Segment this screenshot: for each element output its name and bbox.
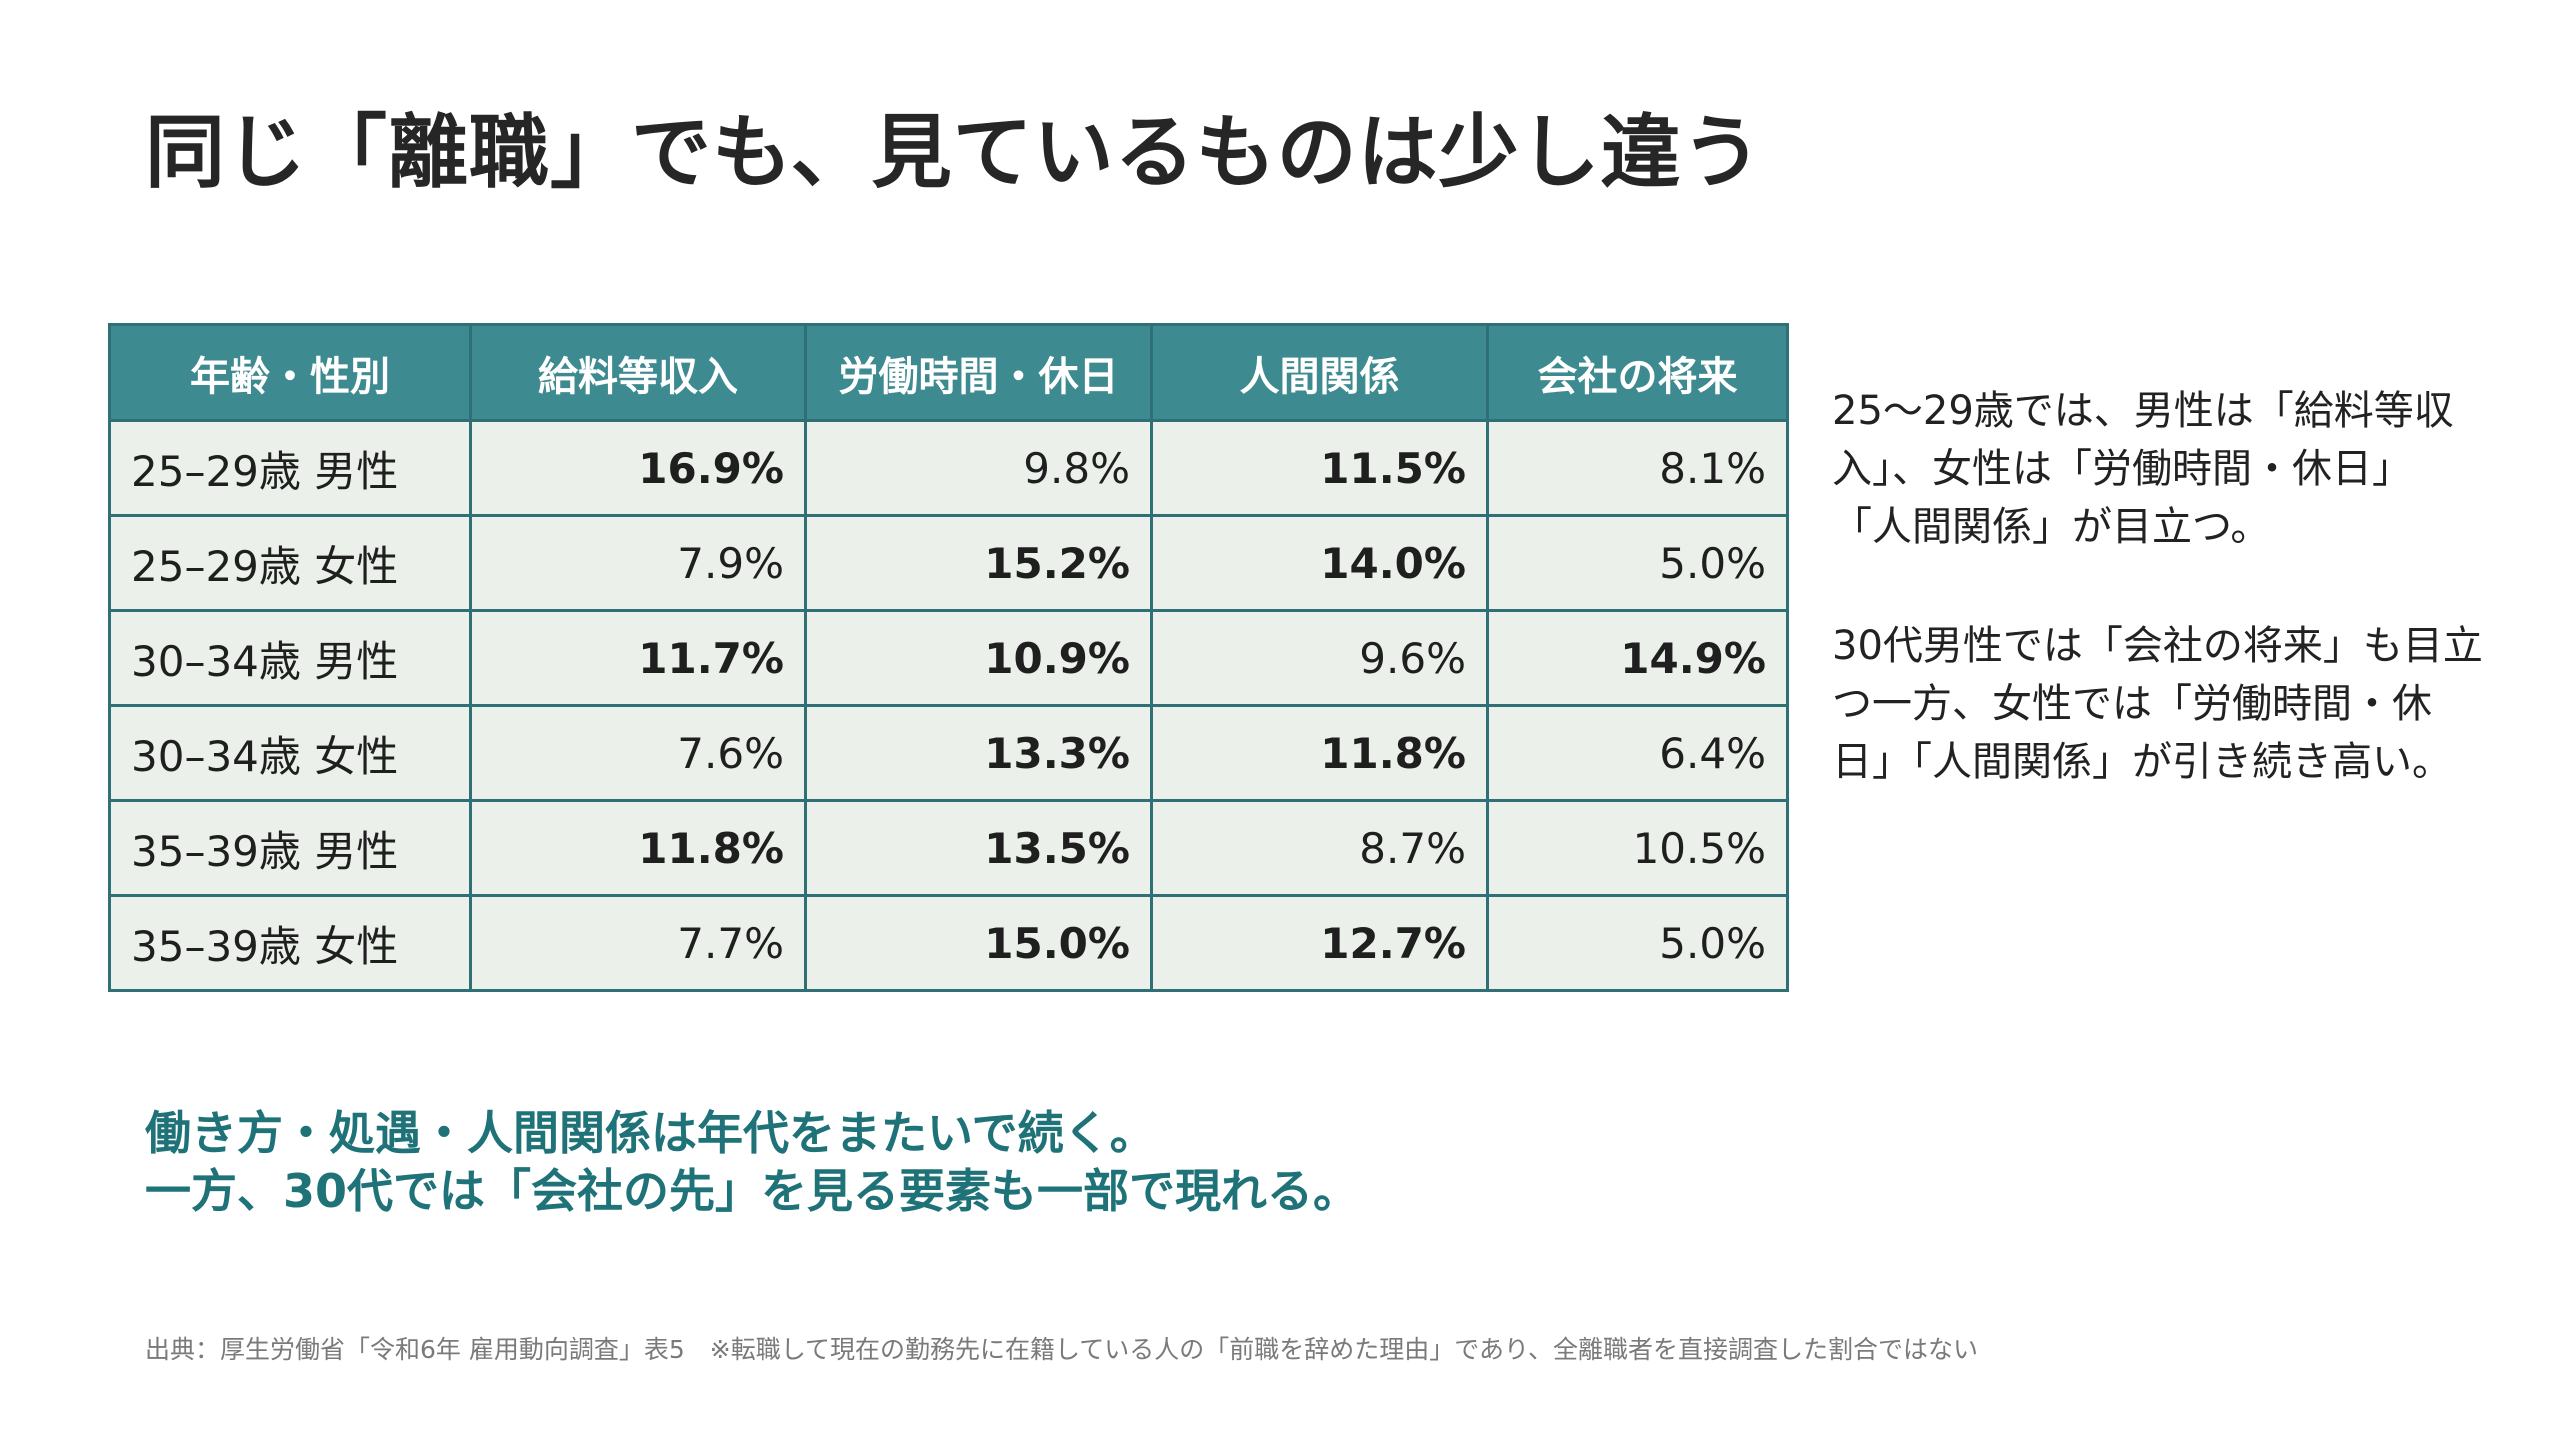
row-label: 30–34歳 女性 [108, 704, 472, 802]
table-row: 35–39歳 男性 11.8% 13.5% 8.7% 10.5% [108, 799, 1789, 897]
cell-salary: 11.7% [469, 609, 807, 707]
row-label: 25–29歳 女性 [108, 514, 472, 612]
cell-salary: 11.8% [469, 799, 807, 897]
cell-relationships: 8.7% [1150, 799, 1489, 897]
cell-company-future: 8.1% [1486, 419, 1789, 517]
cell-working-hours: 15.2% [804, 514, 1153, 612]
cell-salary: 7.6% [469, 704, 807, 802]
table-row: 30–34歳 女性 7.6% 13.3% 11.8% 6.4% [108, 704, 1789, 802]
cell-salary: 16.9% [469, 419, 807, 517]
header-relationships: 人間関係 [1150, 323, 1489, 422]
header-company-future: 会社の将来 [1486, 323, 1789, 422]
cell-company-future: 5.0% [1486, 894, 1789, 992]
cell-company-future: 5.0% [1486, 514, 1789, 612]
side-note-2: 30代男性では「会社の将来」も目立 つ一方、女性では「労働時間・休 日」「人間関… [1832, 617, 2532, 791]
source-citation: 出典：厚生労働省「令和6年 雇用動向調査」表5 ※転職して現在の勤務先に在籍して… [145, 1335, 1978, 1364]
cell-salary: 7.7% [469, 894, 807, 992]
cell-working-hours: 13.3% [804, 704, 1153, 802]
header-age-gender: 年齢・性別 [108, 323, 472, 422]
cell-working-hours: 15.0% [804, 894, 1153, 992]
row-label: 35–39歳 男性 [108, 799, 472, 897]
cell-working-hours: 13.5% [804, 799, 1153, 897]
table-row: 25–29歳 女性 7.9% 15.2% 14.0% 5.0% [108, 514, 1789, 612]
cell-relationships: 14.0% [1150, 514, 1489, 612]
cell-relationships: 9.6% [1150, 609, 1489, 707]
header-working-hours: 労働時間・休日 [804, 323, 1153, 422]
row-label: 35–39歳 女性 [108, 894, 472, 992]
side-note-line: 日」「人間関係」が引き続き高い。 [1832, 739, 2452, 785]
cell-relationships: 11.5% [1150, 419, 1489, 517]
side-note-line: 25〜29歳では、男性は「給料等収 [1832, 388, 2454, 434]
row-label: 25–29歳 男性 [108, 419, 472, 517]
cell-company-future: 14.9% [1486, 609, 1789, 707]
cell-relationships: 12.7% [1150, 894, 1489, 992]
key-takeaway: 働き方・処遇・人間関係は年代をまたいで続く。 一方、30代では「会社の先」を見る… [145, 1104, 1359, 1220]
side-note-1: 25〜29歳では、男性は「給料等収 入」、女性は「労働時間・休日」 「人間関係」… [1832, 382, 2532, 556]
cell-company-future: 6.4% [1486, 704, 1789, 802]
resignation-reasons-table: 年齢・性別 給料等収入 労働時間・休日 人間関係 会社の将来 25–29歳 男性… [108, 323, 1789, 992]
takeaway-line-2: 一方、30代では「会社の先」を見る要素も一部で現れる。 [145, 1164, 1360, 1218]
cell-working-hours: 9.8% [804, 419, 1153, 517]
row-label: 30–34歳 男性 [108, 609, 472, 707]
side-note-line: 入」、女性は「労働時間・休日」 [1832, 446, 2412, 492]
table-row: 25–29歳 男性 16.9% 9.8% 11.5% 8.1% [108, 419, 1789, 517]
cell-working-hours: 10.9% [804, 609, 1153, 707]
side-note-line: つ一方、女性では「労働時間・休 [1832, 681, 2432, 727]
cell-company-future: 10.5% [1486, 799, 1789, 897]
slide-title: 同じ「離職」でも、見ているものは少し違う [145, 106, 1763, 199]
table-row: 35–39歳 女性 7.7% 15.0% 12.7% 5.0% [108, 894, 1789, 992]
side-note-line: 「人間関係」が目立つ。 [1832, 504, 2271, 550]
table-header-row: 年齢・性別 給料等収入 労働時間・休日 人間関係 会社の将来 [108, 323, 1789, 422]
table-row: 30–34歳 男性 11.7% 10.9% 9.6% 14.9% [108, 609, 1789, 707]
cell-relationships: 11.8% [1150, 704, 1489, 802]
takeaway-line-1: 働き方・処遇・人間関係は年代をまたいで続く。 [145, 1106, 1156, 1160]
side-note-line: 30代男性では「会社の将来」も目立 [1832, 623, 2483, 669]
data-table-container: 年齢・性別 給料等収入 労働時間・休日 人間関係 会社の将来 25–29歳 男性… [108, 323, 1789, 992]
header-salary: 給料等収入 [469, 323, 807, 422]
cell-salary: 7.9% [469, 514, 807, 612]
